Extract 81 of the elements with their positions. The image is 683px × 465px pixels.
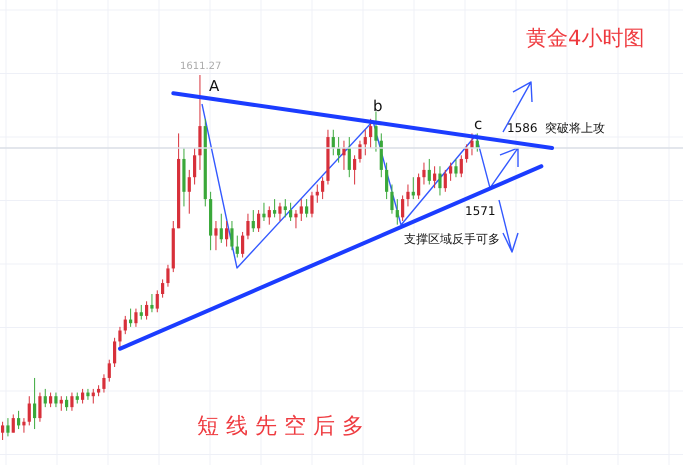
- candlestick: [241, 231, 244, 258]
- candlestick: [124, 315, 127, 335]
- candlestick: [108, 359, 111, 382]
- candlestick: [102, 374, 106, 394]
- annotation: b: [373, 97, 383, 115]
- candlestick: [252, 210, 255, 232]
- candlestick: [28, 396, 31, 426]
- candlestick: [1, 421, 4, 440]
- candlestick: [321, 176, 324, 200]
- candlestick: [300, 198, 303, 222]
- candlestick: [454, 158, 458, 178]
- candlestick: [428, 158, 431, 185]
- candlestick: [188, 169, 191, 214]
- candlestick: [268, 206, 271, 226]
- candlestick: [417, 173, 420, 200]
- candlestick: [236, 235, 239, 258]
- candlestick: [156, 290, 159, 313]
- candlestick: [246, 213, 250, 240]
- candlestick: [374, 111, 378, 152]
- candlestick: [262, 202, 266, 222]
- candlestick: [220, 213, 223, 244]
- candlestick: [214, 220, 218, 251]
- candlestick: [140, 304, 143, 320]
- text: 1611.27: [180, 61, 222, 73]
- candlestick: [65, 396, 68, 412]
- candlestick: [289, 202, 292, 222]
- candlestick: [364, 129, 367, 156]
- candlestick: [113, 337, 116, 368]
- candlestick: [348, 136, 351, 178]
- candlestick: [134, 308, 138, 328]
- candlestick: [166, 264, 170, 288]
- candlestick: [193, 148, 196, 185]
- candlestick: [305, 198, 308, 218]
- candlestick: [49, 392, 52, 408]
- candlestick: [33, 377, 36, 430]
- candlestick: [449, 162, 452, 182]
- candlestick: [332, 129, 335, 156]
- annotation: 1571: [465, 204, 496, 218]
- candlestick: [406, 184, 410, 207]
- candlestick: [6, 418, 10, 437]
- candlestick: [76, 392, 79, 404]
- candlestick: [278, 202, 282, 222]
- candlestick: [460, 154, 463, 178]
- annotation: c: [474, 115, 482, 133]
- candlestick: [476, 132, 479, 152]
- candlestick: [396, 198, 399, 226]
- candlestick: [369, 118, 372, 148]
- candlestick: [412, 176, 415, 200]
- annotation: 1586 突破将上攻: [507, 121, 606, 136]
- candlestick: [81, 388, 84, 404]
- candlestick: [310, 191, 314, 218]
- candlestick: [230, 220, 234, 251]
- candlestick: [118, 326, 122, 350]
- candlestick: [92, 388, 95, 404]
- candlestick: [257, 210, 260, 232]
- candlestick: [444, 169, 447, 192]
- chart-title: 黄金4小时图: [526, 25, 644, 52]
- candlestick: [401, 194, 404, 222]
- candlestick: [470, 132, 474, 156]
- candlestick: [294, 210, 298, 229]
- candlestick: [284, 198, 287, 218]
- candlestick: [422, 162, 426, 185]
- annotation: 短 线 先 空 后 多: [197, 414, 364, 440]
- candlestick: [225, 220, 228, 248]
- candlestick: [353, 154, 356, 185]
- candlestick: [390, 184, 394, 214]
- candlestick: [54, 392, 58, 408]
- candlestick: [70, 392, 74, 412]
- candlestick: [438, 166, 442, 196]
- candlestick: [161, 278, 164, 298]
- annotation: 支撑区域反手可多: [404, 232, 500, 246]
- candlestick: [316, 184, 319, 204]
- candlestick: [38, 392, 42, 422]
- candlestick: [12, 414, 15, 434]
- candlestick: [145, 300, 148, 320]
- candlestick: [60, 396, 63, 412]
- candlestick: [433, 166, 436, 189]
- candlestick: [385, 162, 388, 200]
- candlestick: [44, 388, 47, 408]
- annotation: A: [209, 77, 220, 95]
- candlestick: [17, 410, 20, 430]
